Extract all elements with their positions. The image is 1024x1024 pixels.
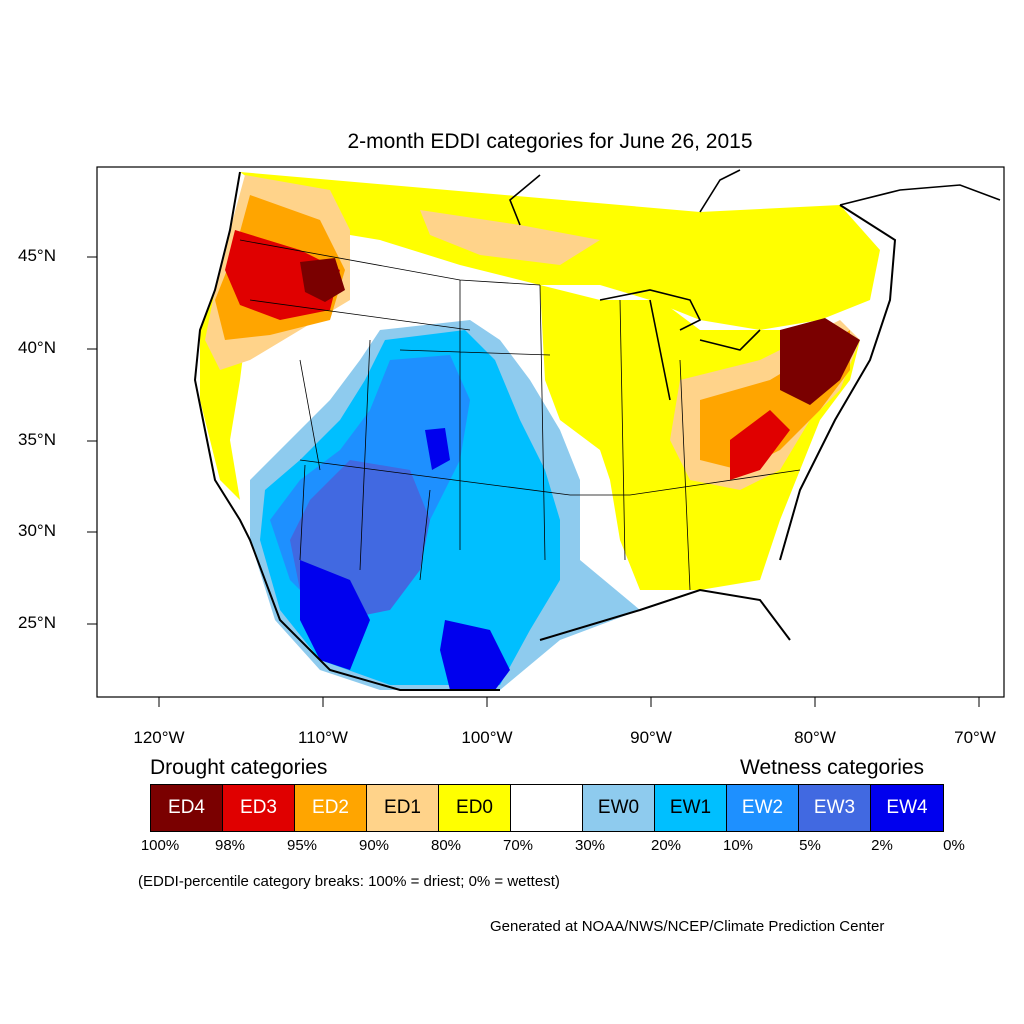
lon-tick-label: 90°W: [630, 728, 672, 747]
percentile-break-label: 0%: [943, 837, 965, 854]
coastline: [193, 171, 897, 691]
legend-box-ew3: EW3: [799, 785, 871, 831]
legend-box-ew4: EW4: [871, 785, 943, 831]
legend-box-ew2: EW2: [727, 785, 799, 831]
percentile-break-label: 5%: [799, 837, 821, 854]
map-frame: [96, 166, 1005, 698]
ed3-region-northwest: [225, 230, 340, 320]
great-lakes: [599, 289, 761, 401]
legend-box-ew1: EW1: [655, 785, 727, 831]
lon-tick-label: 110°W: [298, 728, 348, 747]
drought-categories-heading: Drought categories: [150, 756, 328, 779]
ew4-region-colorado: [425, 428, 450, 470]
percentile-break-label: 95%: [286, 837, 318, 854]
state-boundaries: [239, 239, 801, 591]
map-title: 2-month EDDI categories for June 26, 201…: [347, 130, 753, 153]
lon-tick-label: 70°W: [954, 728, 996, 747]
legend-box-neutral: [511, 785, 583, 831]
canada-coast: [509, 169, 1001, 226]
percentile-break-label: 10%: [722, 837, 754, 854]
percentile-break-label: 90%: [358, 837, 390, 854]
legend-box-ed1: ED1: [367, 785, 439, 831]
lon-tick-label: 100°W: [461, 728, 513, 747]
credit-line: Generated at NOAA/NWS/NCEP/Climate Predi…: [490, 918, 885, 935]
legend-box-ed3: ED3: [223, 785, 295, 831]
percentile-break-label: 98%: [214, 837, 246, 854]
lat-tick-label: 40°N: [18, 338, 56, 357]
lon-tick-label: 80°W: [794, 728, 836, 747]
ew4-region-texas: [440, 620, 510, 690]
lat-tick-label: 25°N: [18, 613, 56, 632]
percentile-break-label: 100%: [140, 837, 180, 854]
legend-box-ed0: ED0: [439, 785, 511, 831]
ew4-region-mexico: [300, 560, 370, 670]
percentile-break-label: 30%: [574, 837, 606, 854]
lon-tick-label: 120°W: [133, 728, 185, 747]
lat-tick-label: 30°N: [18, 521, 56, 540]
percentile-break-label: 20%: [650, 837, 682, 854]
lat-tick-label: 45°N: [18, 246, 56, 265]
percentile-break-label: 70%: [502, 837, 534, 854]
category-note: (EDDI-percentile category breaks: 100% =…: [138, 873, 560, 890]
ed1-region-north: [420, 210, 600, 265]
ed3-region-east: [730, 410, 790, 480]
percentile-break-label: 2%: [871, 837, 893, 854]
category-legend: ED4 ED3 ED2 ED1 ED0 EW0 EW1 EW2 EW3 EW4: [150, 784, 944, 832]
legend-box-ew0: EW0: [583, 785, 655, 831]
legend-box-ed2: ED2: [295, 785, 367, 831]
axis-ticks: [87, 256, 980, 707]
lat-tick-label: 35°N: [18, 430, 56, 449]
legend-box-ed4: ED4: [151, 785, 223, 831]
ed4-region-idaho: [300, 258, 345, 302]
percentile-break-label: 80%: [430, 837, 462, 854]
wetness-categories-heading: Wetness categories: [740, 756, 925, 779]
ed4-region-northeast: [780, 318, 860, 405]
